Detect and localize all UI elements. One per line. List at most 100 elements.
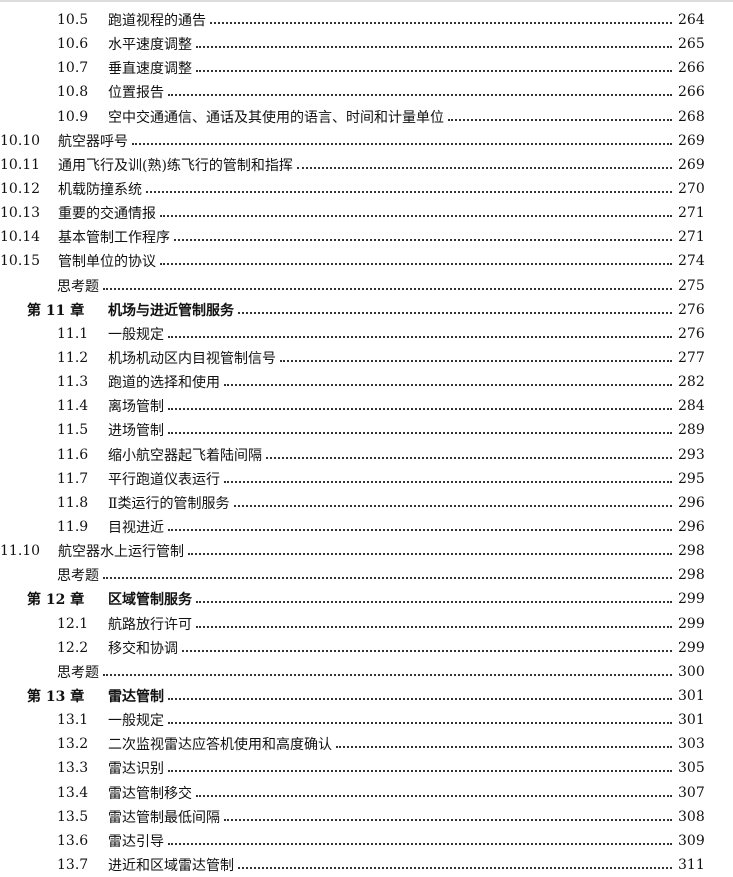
dot-leader (196, 592, 672, 606)
entry-number: 10.10 (0, 132, 41, 149)
page-number: 289 (678, 422, 705, 439)
entry-number: 11.1 (57, 325, 89, 342)
page-number: 269 (678, 132, 705, 149)
toc-section-entry: 11.9 目视进近 296 (0, 515, 733, 539)
entry-title: 思考题 (57, 568, 99, 585)
page-number: 271 (678, 229, 705, 246)
entry-number: 11.3 (57, 374, 89, 391)
dot-leader (160, 254, 672, 268)
toc-questions-entry: 思考题 298 (0, 563, 733, 587)
dot-leader (103, 279, 672, 293)
page-number: 282 (678, 374, 705, 391)
page-number: 298 (678, 567, 705, 584)
entry-title: 雷达识别 (108, 761, 164, 778)
entry-title: 进近和区域雷达管制 (108, 857, 234, 874)
dot-leader (238, 303, 672, 317)
entry-title: 思考题 (57, 664, 99, 681)
dot-leader (196, 786, 672, 800)
entry-number: 13.4 (57, 784, 89, 801)
toc-section-entry: 10.5 跑道视程的通告 264 (0, 8, 733, 32)
page-number: 296 (678, 494, 705, 511)
dot-leader (280, 351, 672, 365)
entry-number: 11.7 (57, 470, 89, 487)
dot-leader (103, 665, 672, 679)
toc-section-entry: 11.8 Ⅱ类运行的管制服务 296 (0, 491, 733, 515)
entry-title: 进场管制 (108, 423, 164, 440)
toc-section-entry: 13.3 雷达识别 305 (0, 756, 733, 780)
toc-chapter-entry: 第 13 章 雷达管制 301 (0, 684, 733, 708)
dot-leader (168, 399, 672, 413)
entry-number: 10.12 (0, 181, 41, 198)
entry-title: 空中交通通信、通话及其使用的语言、时间和计量单位 (108, 109, 444, 126)
dot-leader (238, 858, 672, 872)
page-number: 268 (678, 108, 705, 125)
entry-title: 思考题 (57, 278, 99, 295)
toc-section-entry: 11.6 缩小航空器起飞着陆间隔 293 (0, 443, 733, 467)
toc-section-entry: 11.7 平行跑道仪表运行 295 (0, 467, 733, 491)
dot-leader (448, 110, 672, 124)
entry-title: 目视进近 (108, 520, 164, 537)
entry-title: 缩小航空器起飞着陆间隔 (108, 447, 262, 464)
entry-number: 11.4 (57, 398, 89, 415)
page-number: 266 (678, 84, 705, 101)
toc-section-entry: 10.10 航空器呼号 269 (0, 129, 733, 153)
page-number: 303 (678, 736, 705, 753)
entry-title: 平行跑道仪表运行 (108, 471, 220, 488)
entry-title: 雷达管制最低间隔 (108, 809, 220, 826)
entry-title: 机场与进近管制服务 (108, 302, 234, 319)
entry-title: 移交和协调 (108, 640, 178, 657)
entry-number: 13.1 (57, 712, 89, 729)
page-number: 269 (678, 156, 705, 173)
page-number: 293 (678, 446, 705, 463)
dot-leader (266, 448, 672, 462)
toc-section-entry: 10.13 重要的交通情报 271 (0, 201, 733, 225)
dot-leader (103, 568, 672, 582)
entry-number: 11.2 (57, 350, 89, 367)
toc-section-entry: 10.12 机载防撞系统 270 (0, 177, 733, 201)
toc-section-entry: 13.5 雷达管制最低间隔 308 (0, 805, 733, 829)
entry-title: 区域管制服务 (108, 592, 192, 609)
toc-section-entry: 11.10 航空器水上运行管制 298 (0, 539, 733, 563)
entry-title: 一般规定 (108, 713, 164, 730)
page-number: 277 (678, 350, 705, 367)
page-top-edge (0, 0, 733, 2)
dot-leader (233, 496, 672, 510)
entry-title: 跑道视程的通告 (108, 13, 206, 30)
entry-title: 二次监视雷达应答机使用和高度确认 (108, 737, 332, 754)
toc-section-entry: 13.4 雷达管制移交 307 (0, 781, 733, 805)
toc-section-entry: 10.8 位置报告 266 (0, 80, 733, 104)
dot-leader (168, 423, 672, 437)
toc-section-entry: 13.6 雷达引导 309 (0, 829, 733, 853)
entry-number: 11.10 (0, 543, 41, 560)
entry-title: 水平速度调整 (108, 37, 192, 54)
dot-leader (296, 158, 672, 172)
entry-number: 13.6 (57, 832, 89, 849)
entry-title: 航空器水上运行管制 (58, 544, 184, 561)
entry-number: 10.13 (0, 205, 41, 222)
entry-title: 基本管制工作程序 (58, 230, 170, 247)
entry-title: 雷达引导 (108, 833, 164, 850)
entry-number: 11.9 (57, 519, 89, 536)
entry-title: 雷达管制移交 (108, 785, 192, 802)
entry-number: 10.8 (57, 84, 89, 101)
toc-section-entry: 10.6 水平速度调整 265 (0, 32, 733, 56)
toc-section-entry: 11.2 机场机动区内目视管制信号 277 (0, 346, 733, 370)
dot-leader (168, 327, 672, 341)
dot-leader (168, 713, 672, 727)
page-number: 298 (678, 543, 705, 560)
page-number: 265 (678, 36, 705, 53)
dot-leader (168, 689, 672, 703)
dot-leader (182, 641, 672, 655)
page-number: 300 (678, 663, 705, 680)
toc-section-entry: 11.1 一般规定 276 (0, 322, 733, 346)
entry-number: 第 12 章 (27, 592, 85, 609)
entry-number: 13.2 (57, 736, 89, 753)
entry-number: 第 13 章 (27, 689, 85, 705)
dot-leader (174, 230, 672, 244)
entry-number: 11.6 (57, 446, 89, 463)
page-number: 299 (678, 591, 705, 608)
entry-title: 航空器呼号 (58, 133, 128, 150)
entry-number: 10.9 (57, 108, 89, 125)
toc-section-entry: 13.2 二次监视雷达应答机使用和高度确认 303 (0, 732, 733, 756)
page-number: 284 (678, 398, 705, 415)
